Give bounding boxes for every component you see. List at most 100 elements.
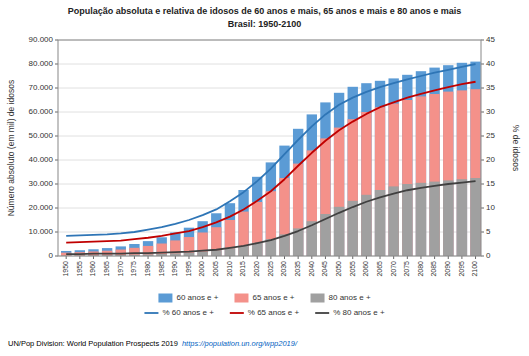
bar xyxy=(348,119,358,256)
tick-label: 30 xyxy=(486,107,495,116)
bar xyxy=(470,89,480,256)
tick-label: 2075 xyxy=(403,261,410,277)
bar xyxy=(416,71,426,256)
tick-label: 15 xyxy=(486,179,495,188)
tick-label: 20 xyxy=(486,155,495,164)
bar xyxy=(402,184,412,256)
tick-label: 1985 xyxy=(158,261,165,277)
bar xyxy=(320,138,330,256)
bar xyxy=(416,96,426,256)
legend-item: % 60 anos e + xyxy=(144,308,214,317)
bar xyxy=(348,87,358,256)
tick-label: 60.000 xyxy=(29,107,54,116)
bar xyxy=(225,220,235,256)
bar xyxy=(443,180,453,256)
legend-swatch xyxy=(230,312,244,314)
bar xyxy=(238,212,248,256)
plot-area xyxy=(58,40,481,256)
bar xyxy=(334,93,344,256)
legend-item: % 80 anos e + xyxy=(315,308,385,317)
title: População absoluta e relativa de idosos … xyxy=(68,6,462,16)
bar xyxy=(238,246,248,256)
bar xyxy=(129,244,139,256)
tick-label: 2060 xyxy=(362,261,369,277)
bar xyxy=(457,90,467,256)
tick-label: 25 xyxy=(486,131,495,140)
bar xyxy=(279,178,289,256)
tick-label: 2045 xyxy=(321,261,328,277)
bar xyxy=(197,252,207,256)
tick-label: 40 xyxy=(486,59,495,68)
tick-label: 2035 xyxy=(294,261,301,277)
axes: 010.00020.00030.00040.00050.00060.00070.… xyxy=(29,35,496,276)
annotation: UN/Pop Division: World Population Prospe… xyxy=(8,339,178,348)
bar xyxy=(470,62,480,256)
chart: População absoluta e relativa de idosos … xyxy=(0,0,529,356)
legend-swatch xyxy=(315,312,329,314)
tick-label: 90.000 xyxy=(29,35,54,44)
bar xyxy=(429,182,439,256)
legend-item: 80 anos e + xyxy=(311,293,371,302)
tick-label: 1965 xyxy=(103,261,110,277)
annotation: https://population.un.org/wpp2019/ xyxy=(182,339,298,348)
bar xyxy=(388,104,398,256)
tick-label: 30.000 xyxy=(29,179,54,188)
bar xyxy=(307,114,317,256)
legend-item: % 65 anos e + xyxy=(230,308,300,317)
bar xyxy=(116,246,126,256)
tick-label: 80.000 xyxy=(29,59,54,68)
bar xyxy=(375,190,385,256)
bar xyxy=(361,83,371,256)
tick-label: 2000 xyxy=(198,261,205,277)
bar xyxy=(429,94,439,256)
tick-label: 2020 xyxy=(253,261,260,277)
tick-label: 1960 xyxy=(89,261,96,277)
bar xyxy=(197,232,207,256)
tick-label: 2095 xyxy=(458,261,465,277)
axis-label: Número absoluto (em mil) de idosos xyxy=(6,80,16,217)
bar xyxy=(443,92,453,256)
bar xyxy=(457,179,467,256)
tick-label: 2065 xyxy=(376,261,383,277)
legend-label: % 60 anos e + xyxy=(162,308,214,317)
tick-label: 0 xyxy=(486,251,491,260)
bar xyxy=(143,246,153,256)
tick-label: 20.000 xyxy=(29,203,54,212)
legend-swatch xyxy=(234,294,248,303)
axis-label: % de idosos xyxy=(511,125,521,171)
frame xyxy=(58,40,481,256)
legend: % 60 anos e + % 65 anos e + % 80 anos e + xyxy=(144,308,384,317)
bar xyxy=(402,100,412,256)
bar xyxy=(157,244,167,256)
legend-item: 65 anos e + xyxy=(234,293,294,302)
bar xyxy=(88,249,98,256)
tick-label: 2050 xyxy=(335,261,342,277)
bar xyxy=(252,243,262,256)
tick-label: 1950 xyxy=(62,261,69,277)
bar xyxy=(225,248,235,256)
tick-label: 1970 xyxy=(117,261,124,277)
bar xyxy=(443,65,453,256)
bar xyxy=(211,250,221,256)
marks xyxy=(61,62,481,256)
legend: 60 anos e + 65 anos e + 80 anos e + xyxy=(158,293,370,302)
tick-label: 2090 xyxy=(444,261,451,277)
tick-label: 45 xyxy=(486,35,495,44)
tick-label: 1995 xyxy=(185,261,192,277)
bar xyxy=(279,146,289,256)
legend-item: 60 anos e + xyxy=(158,293,218,302)
bar xyxy=(266,191,276,256)
tick-label: 10.000 xyxy=(29,227,54,236)
tick-label: 35 xyxy=(486,83,495,92)
bar xyxy=(266,162,276,256)
tick-label: 1955 xyxy=(76,261,83,277)
tick-label: 2015 xyxy=(239,261,246,277)
tick-label: 1990 xyxy=(171,261,178,277)
bar xyxy=(375,107,385,256)
tick-label: 2040 xyxy=(308,261,315,277)
bar xyxy=(361,112,371,256)
legend-label: % 65 anos e + xyxy=(248,308,300,317)
tick-label: 5 xyxy=(486,227,491,236)
bar xyxy=(429,68,439,256)
legend-swatch xyxy=(311,294,325,303)
